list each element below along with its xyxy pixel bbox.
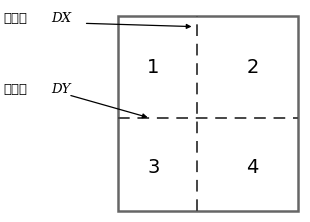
Bar	[118, 16, 298, 211]
Text: 2: 2	[246, 58, 259, 77]
Text: 1: 1	[147, 58, 160, 77]
Text: 分界线: 分界线	[3, 12, 27, 25]
Text: 3: 3	[147, 158, 160, 177]
Text: DY: DY	[51, 83, 71, 96]
Text: 4: 4	[246, 158, 259, 177]
Text: DX: DX	[51, 12, 72, 25]
Text: 分界线: 分界线	[3, 83, 27, 96]
